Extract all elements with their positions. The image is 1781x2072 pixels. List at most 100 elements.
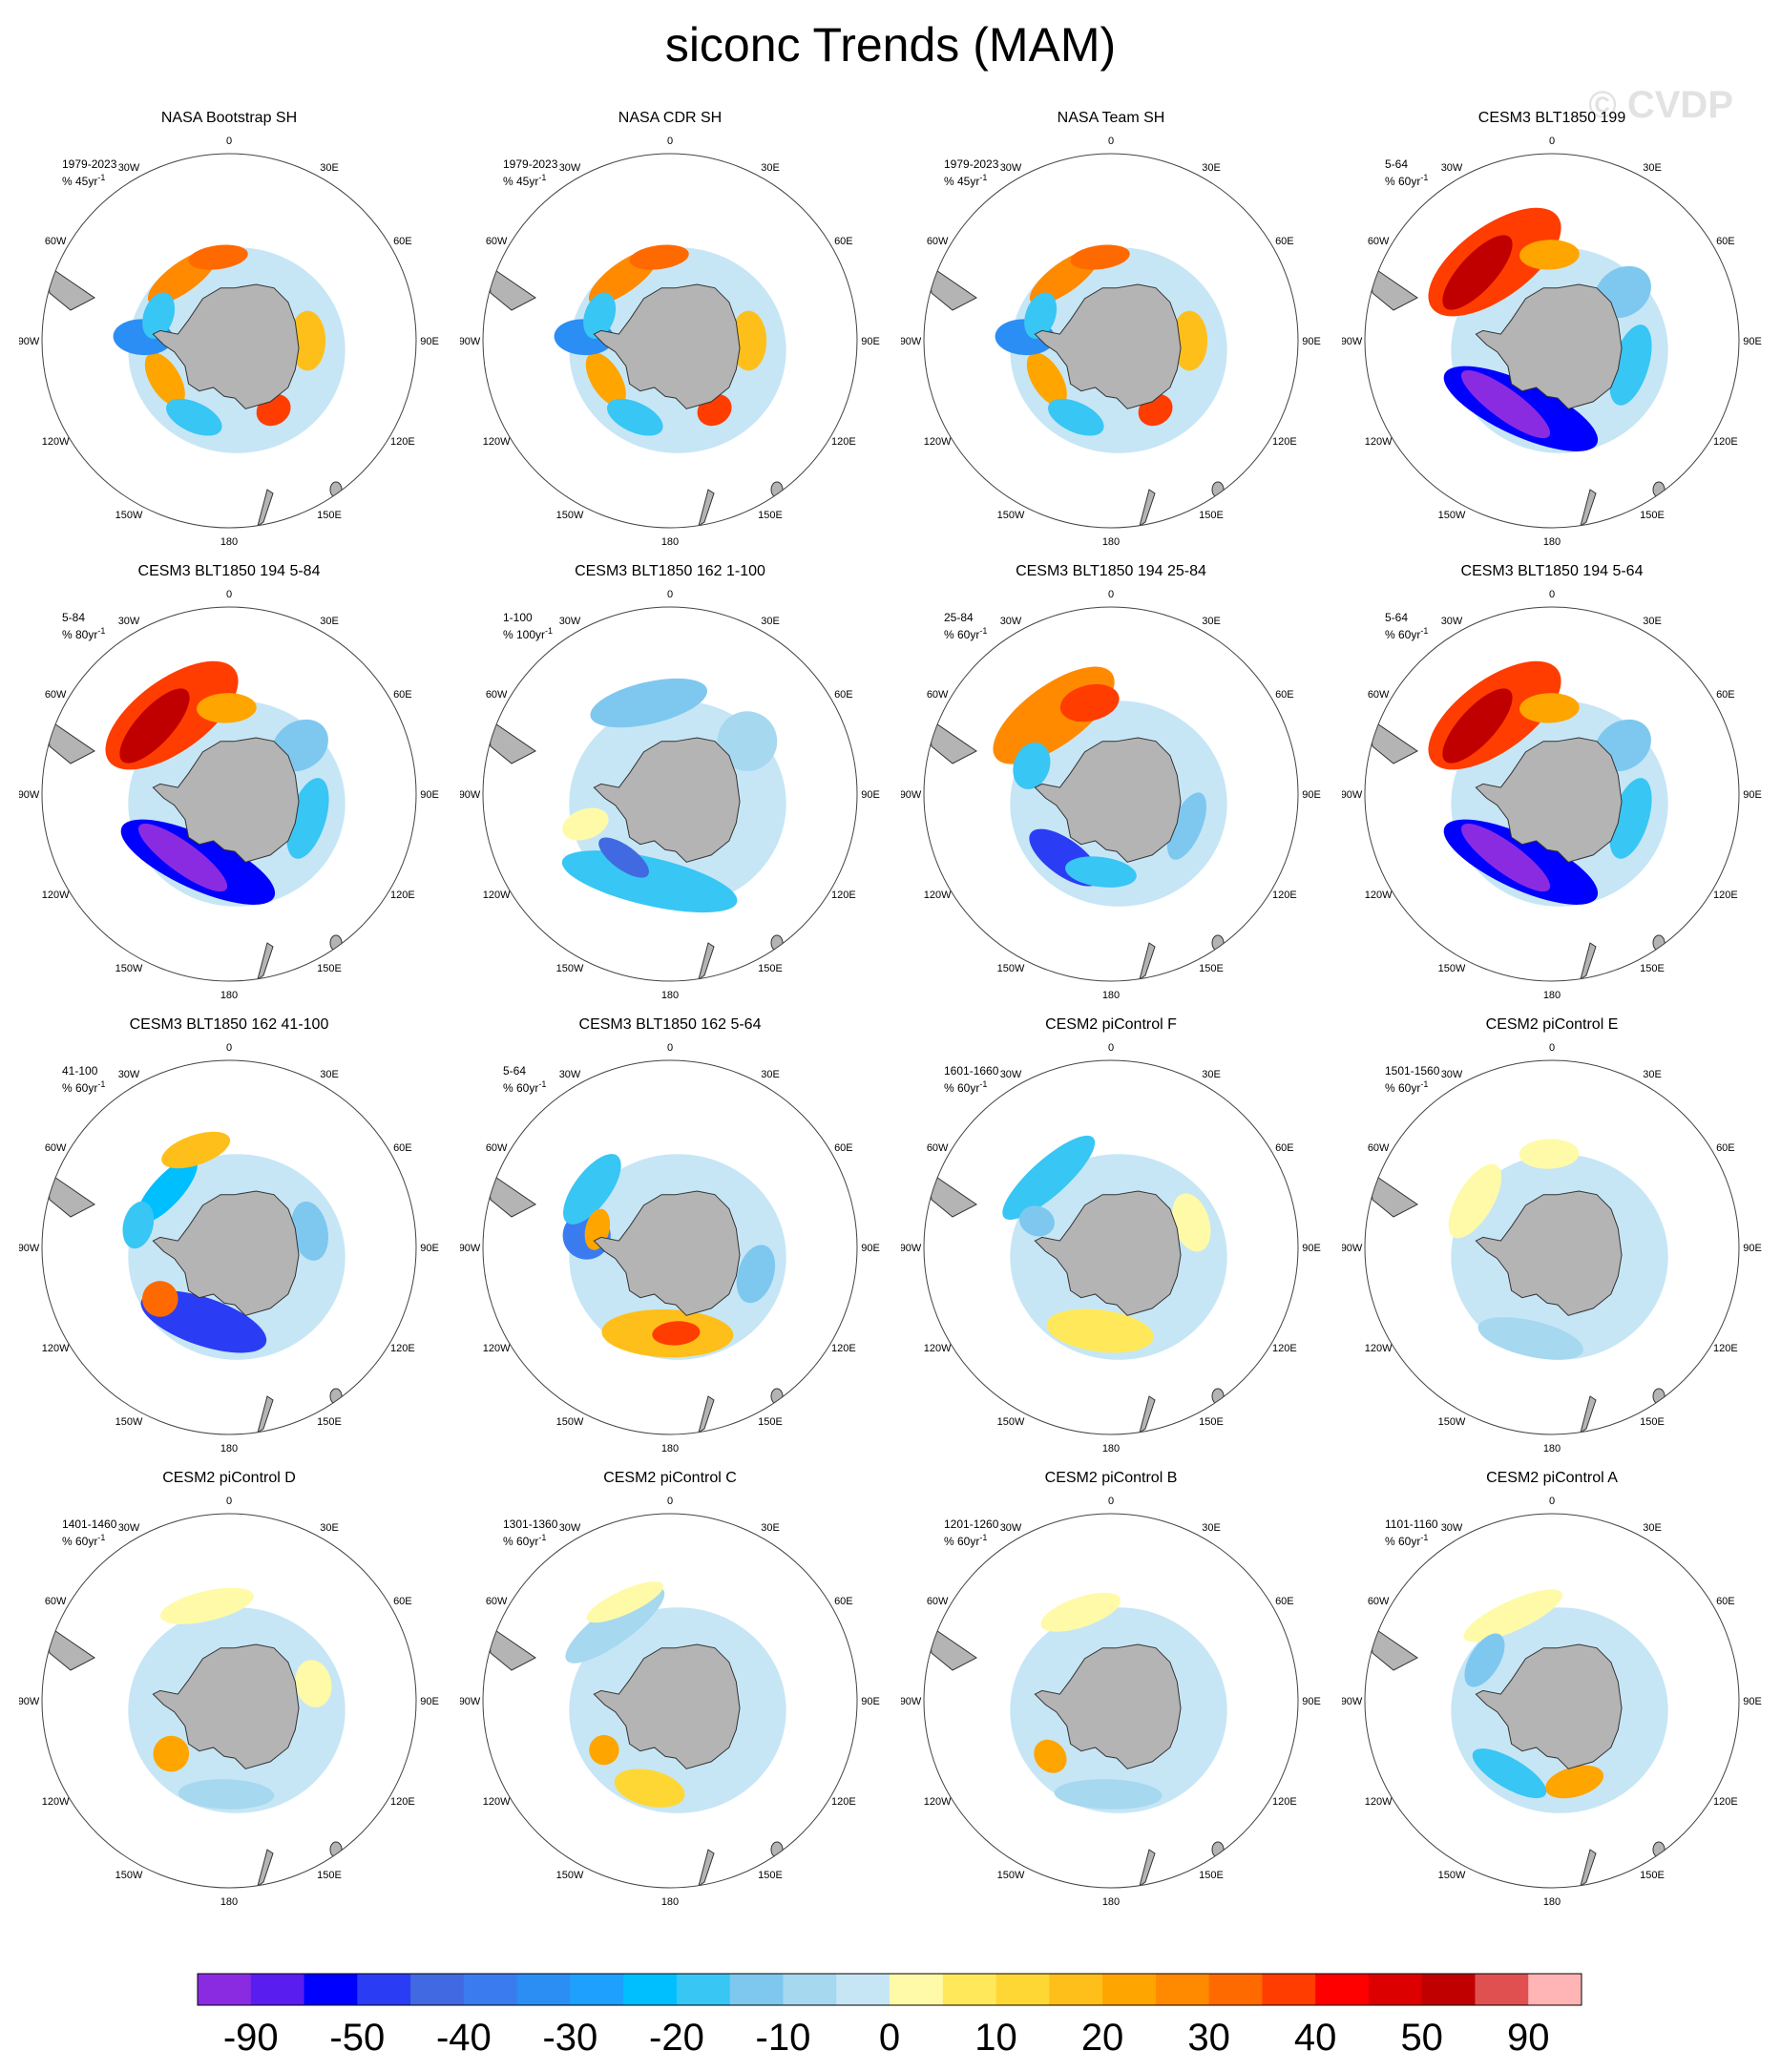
panel-title: CESM2 piControl A	[1486, 1470, 1618, 1486]
trend-anomaly	[1166, 792, 1207, 860]
trend-units: % 60yr-1	[503, 1079, 547, 1095]
longitude-label: 90E	[861, 336, 880, 347]
longitude-label: 90E	[861, 789, 880, 801]
period-years: 1201-1260	[944, 1517, 999, 1531]
trend-anomaly	[1460, 823, 1551, 892]
colorbar-swatch	[410, 1974, 465, 2005]
tasmania-landmass	[329, 481, 343, 498]
south-america-landmass	[927, 262, 977, 311]
longitude-label: 60E	[1716, 689, 1735, 701]
period-label: 5-64% 60yr-1	[503, 1064, 546, 1095]
longitude-label: 120E	[1713, 1796, 1738, 1808]
longitude-label: 30W	[1441, 162, 1463, 174]
period-years: 25-84	[944, 611, 974, 624]
tasmania-landmass	[329, 1388, 343, 1405]
longitude-label: 60E	[1716, 236, 1735, 247]
longitude-label: 30E	[320, 162, 339, 174]
panel-title: NASA Bootstrap SH	[160, 110, 298, 126]
longitude-label: 120W	[483, 1796, 511, 1808]
longitude-label: 120W	[42, 1343, 70, 1354]
longitude-label: 30W	[1000, 162, 1022, 174]
period-years: 5-64	[1385, 157, 1409, 171]
trend-anomaly	[589, 1734, 619, 1766]
panel-title: NASA Team SH	[1057, 110, 1165, 126]
period-years: 1-100	[503, 611, 533, 624]
longitude-label: 90W	[1342, 1243, 1363, 1254]
trend-anomaly	[1460, 369, 1551, 439]
colorbar: -90 -50 -40 -30 -20 -10 0 10 20 30 40 50 90	[197, 1973, 1582, 2059]
period-years: 1979-2023	[503, 157, 558, 171]
longitude-label: 150E	[317, 1870, 342, 1881]
longitude-label: 60E	[834, 1596, 853, 1607]
trend-anomaly	[289, 310, 326, 371]
longitude-label: 120W	[1365, 889, 1393, 901]
trend-anomaly	[188, 244, 248, 270]
map-boundary	[923, 153, 1299, 529]
trend-anomaly	[563, 1154, 621, 1224]
longitude-label: 60W	[1368, 689, 1390, 701]
trend-units: % 45yr-1	[62, 173, 106, 188]
longitude-label: 60E	[393, 236, 412, 247]
colorbar-label: -40	[436, 2017, 492, 2059]
trend-anomaly	[119, 688, 190, 764]
longitude-label: 60E	[1275, 236, 1294, 247]
longitude-label: 150W	[556, 1416, 584, 1428]
trend-anomaly	[166, 398, 222, 436]
panel-title: CESM2 piControl B	[1044, 1470, 1178, 1486]
longitude-label: 180	[1102, 990, 1120, 1001]
south-america-landmass	[45, 1622, 95, 1671]
longitude-label: 180	[220, 536, 238, 548]
new-zealand-landmass	[1139, 1849, 1156, 1888]
longitude-label: 60W	[927, 1596, 949, 1607]
trend-units: % 45yr-1	[944, 173, 988, 188]
longitude-label: 150E	[1640, 1870, 1665, 1881]
new-zealand-landmass	[1139, 942, 1156, 981]
figure-title: siconc Trends (MAM)	[664, 18, 1117, 72]
longitude-label: 60E	[834, 689, 853, 701]
longitude-label: 150W	[997, 963, 1025, 974]
map-boundary	[482, 153, 858, 529]
longitude-label: 0	[1549, 136, 1555, 147]
longitude-label: 180	[1102, 1443, 1120, 1455]
antarctica-landmass	[1475, 1190, 1623, 1316]
longitude-label: 60E	[834, 236, 853, 247]
colorbar-swatch	[570, 1974, 624, 2005]
tasmania-landmass	[1652, 1388, 1666, 1405]
longitude-label: 150W	[556, 1870, 584, 1881]
map-boundary	[1364, 1059, 1740, 1435]
longitude-label: 150E	[1640, 963, 1665, 974]
longitude-label: 180	[1102, 1896, 1120, 1908]
antarctica-landmass	[593, 737, 741, 863]
colorbar-swatch	[1155, 1974, 1210, 2005]
longitude-label: 90E	[420, 336, 439, 347]
tasmania-landmass	[770, 481, 784, 498]
longitude-label: 60E	[1275, 689, 1294, 701]
map-panel: CESM3 BLT1850 162 41-100 0 30E 60E 90E 120E 15…	[19, 1016, 439, 1455]
trend-anomaly	[1046, 1308, 1154, 1353]
panel-title: CESM3 BLT1850 162 5-64	[578, 1016, 762, 1033]
antarctica-landmass	[1475, 1643, 1623, 1769]
trend-anomaly	[585, 352, 626, 407]
trend-anomaly	[161, 1131, 231, 1169]
longitude-label: 120E	[1272, 436, 1297, 448]
trend-anomaly	[1173, 1643, 1207, 1690]
longitude-label: 60W	[45, 1142, 67, 1154]
colorbar-label: 10	[974, 2017, 1017, 2059]
longitude-label: 30W	[1441, 1522, 1463, 1534]
map-panel: CESM3 BLT1850 199 0 30E 60E 90E 120E 150E 180 15…	[1342, 110, 1762, 549]
longitude-label: 60E	[393, 1596, 412, 1607]
trend-units: % 60yr-1	[62, 1533, 106, 1548]
longitude-label: 90W	[460, 1243, 481, 1254]
longitude-label: 30E	[1202, 1522, 1221, 1534]
panel-title: CESM3 BLT1850 162 41-100	[129, 1016, 329, 1033]
longitude-label: 90W	[1342, 1696, 1363, 1707]
longitude-label: 120E	[390, 436, 415, 448]
longitude-label: 90E	[1302, 336, 1321, 347]
tasmania-landmass	[1652, 934, 1666, 952]
longitude-label: 60E	[834, 1142, 853, 1154]
period-years: 1601-1660	[944, 1064, 999, 1078]
trend-anomaly	[1070, 244, 1130, 270]
longitude-label: 180	[1102, 536, 1120, 548]
tasmania-landmass	[1211, 934, 1225, 952]
panel-title: CESM3 BLT1850 194 5-84	[137, 563, 321, 579]
